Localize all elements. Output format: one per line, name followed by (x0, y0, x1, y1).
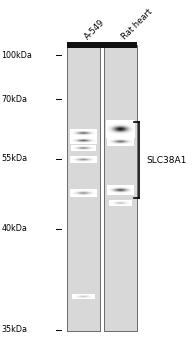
Bar (67, 42, 137, 48)
Text: 35kDa: 35kDa (2, 325, 28, 334)
Text: 40kDa: 40kDa (2, 224, 27, 233)
Text: Rat heart: Rat heart (121, 7, 155, 42)
Bar (67, 45, 100, 331)
Text: 70kDa: 70kDa (2, 95, 28, 104)
Text: 55kDa: 55kDa (2, 154, 28, 163)
Text: A-549: A-549 (83, 18, 107, 42)
Bar (104, 45, 137, 331)
Text: SLC38A1: SLC38A1 (146, 155, 187, 164)
Text: 100kDa: 100kDa (2, 51, 33, 60)
